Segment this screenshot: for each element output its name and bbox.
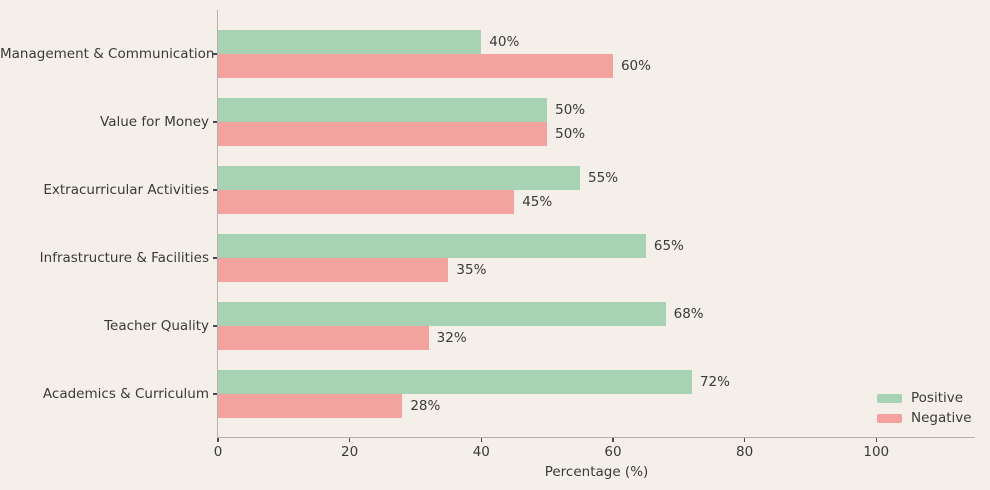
- y-category-label: Infrastructure & Facilities: [39, 250, 209, 266]
- bar-value-label: 28%: [410, 398, 441, 414]
- y-category-label: Teacher Quality: [104, 318, 209, 334]
- bar-value-label: 72%: [699, 374, 730, 390]
- bar-value-label: 50%: [555, 126, 586, 142]
- y-category-label: Academics & Curriculum: [42, 386, 209, 402]
- bar-positive: [218, 302, 666, 326]
- bar-positive: [218, 370, 692, 394]
- bar-positive: [218, 98, 548, 122]
- legend-entry-positive: Positive: [877, 388, 972, 408]
- legend-label-negative: Negative: [911, 410, 972, 426]
- y-tick-mark: [213, 121, 217, 123]
- x-tick-label: 60: [604, 444, 622, 460]
- bar-positive: [218, 166, 581, 190]
- bar-value-label: 50%: [555, 102, 586, 118]
- bar-value-label: 35%: [456, 262, 487, 278]
- y-category-label: Management & Communication: [0, 46, 215, 62]
- legend-swatch-positive-icon: [877, 393, 902, 403]
- bar-value-label: 60%: [620, 58, 651, 74]
- bar-positive: [218, 30, 482, 54]
- x-tick-mark: [480, 438, 483, 442]
- y-tick-mark: [213, 189, 217, 191]
- x-tick-mark: [743, 438, 746, 442]
- bar-positive: [218, 234, 646, 258]
- y-category-label: Value for Money: [100, 114, 209, 130]
- legend: Positive Negative: [877, 388, 972, 428]
- x-tick-mark: [348, 438, 351, 442]
- bar-negative: [218, 326, 429, 350]
- bar-negative: [218, 54, 613, 78]
- x-axis-title: Percentage (%): [544, 464, 649, 480]
- x-tick-mark: [875, 438, 877, 442]
- bar-value-label: 32%: [436, 330, 467, 346]
- x-tick-mark: [217, 438, 219, 442]
- legend-entry-negative: Negative: [877, 408, 972, 428]
- x-tick-mark: [612, 438, 614, 442]
- y-tick-mark: [213, 325, 217, 327]
- bar-negative: [218, 394, 403, 418]
- x-tick-label: 80: [736, 444, 754, 460]
- bar-value-label: 68%: [673, 306, 704, 322]
- bar-negative: [218, 190, 515, 214]
- bar-value-label: 40%: [489, 34, 520, 50]
- y-category-label: Extracurricular Activities: [43, 182, 209, 198]
- y-tick-mark: [213, 257, 217, 259]
- legend-swatch-negative-icon: [877, 413, 902, 423]
- x-tick-label: 0: [213, 444, 223, 460]
- y-axis-line: [217, 10, 218, 438]
- y-tick-mark: [213, 53, 217, 55]
- x-tick-label: 40: [472, 444, 490, 460]
- bar-negative: [218, 258, 449, 282]
- legend-label-positive: Positive: [911, 390, 964, 406]
- bar-value-label: 65%: [653, 238, 684, 254]
- bar-value-label: 55%: [588, 170, 619, 186]
- bar-value-label: 45%: [522, 194, 553, 210]
- x-tick-label: 100: [863, 444, 890, 460]
- bar-negative: [218, 122, 548, 146]
- x-tick-label: 20: [341, 444, 359, 460]
- x-axis-line: [217, 437, 975, 438]
- y-tick-mark: [213, 393, 217, 395]
